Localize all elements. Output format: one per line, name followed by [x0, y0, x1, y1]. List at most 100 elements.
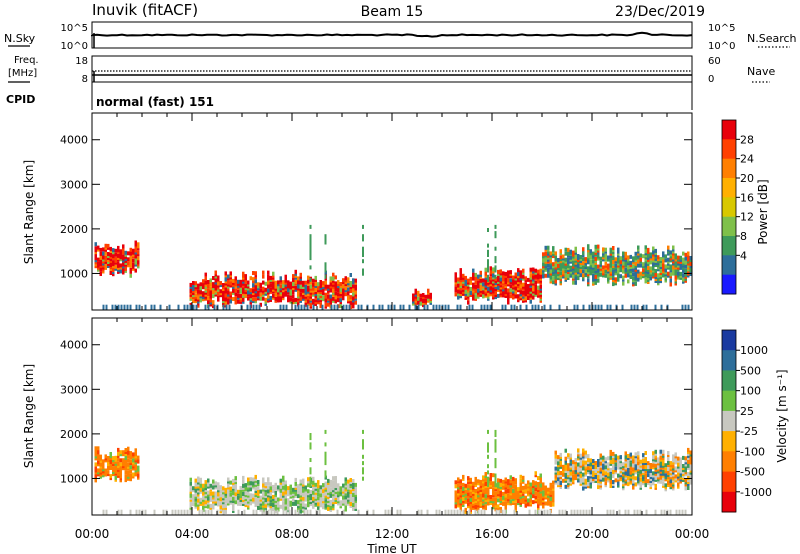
x-tick-label: 04:00: [175, 527, 210, 541]
data-cell: [126, 304, 129, 310]
data-cell: [629, 452, 632, 457]
data-cell: [267, 270, 270, 275]
data-cell: [667, 451, 670, 455]
data-cell: [514, 286, 517, 291]
data-cell: [117, 447, 120, 452]
data-cell: [537, 482, 540, 486]
colorbar-swatch: [722, 274, 736, 295]
data-cell: [479, 479, 482, 484]
data-cell: [307, 483, 310, 488]
data-cell: [543, 509, 546, 515]
data-cell: [669, 278, 672, 283]
data-cell: [522, 296, 525, 301]
data-cell: [189, 501, 192, 506]
data-cell: [192, 502, 195, 507]
nave-tick-bottom: 0: [708, 74, 714, 85]
data-cell: [339, 282, 342, 286]
data-cell: [332, 272, 335, 277]
data-cell: [482, 294, 485, 299]
data-cell: [570, 509, 573, 515]
data-cell: [629, 462, 632, 467]
data-cell: [546, 509, 549, 515]
data-cell: [574, 252, 577, 257]
data-cell: [467, 480, 470, 485]
data-cell: [327, 294, 330, 299]
data-cell: [687, 251, 690, 256]
data-cell: [303, 304, 306, 310]
data-cell: [207, 288, 210, 293]
data-cell: [138, 509, 141, 515]
data-cell: [204, 304, 207, 310]
colorbar-frame: [721, 119, 737, 295]
data-cell: [272, 271, 275, 276]
data-cell: [262, 280, 265, 285]
data-cell: [532, 490, 535, 495]
data-cell: [483, 304, 486, 310]
data-cell: [687, 304, 690, 310]
data-cell: [212, 282, 215, 287]
data-cell: [469, 509, 472, 514]
data-cell: [282, 475, 285, 480]
data-cell: [537, 509, 540, 515]
data-cell: [494, 461, 497, 466]
data-cell: [604, 253, 607, 258]
data-cell: [357, 509, 360, 515]
data-cell: [577, 462, 580, 467]
data-cell: [450, 509, 453, 515]
data-cell: [618, 509, 621, 515]
data-cell: [649, 266, 652, 271]
data-cell: [502, 479, 505, 484]
data-cell: [457, 477, 460, 482]
data-cell: [677, 255, 680, 260]
data-cell: [604, 247, 607, 252]
data-cell: [509, 294, 512, 299]
colorbar-swatch: [722, 197, 736, 218]
data-cell: [647, 262, 650, 266]
data-cell: [297, 484, 300, 489]
data-cell: [212, 300, 215, 305]
data-cell: [339, 288, 342, 292]
data-cell: [262, 274, 265, 279]
data-cell: [339, 500, 342, 505]
data-cell: [507, 294, 510, 299]
data-cell: [272, 499, 275, 503]
data-cell: [487, 249, 489, 254]
data-cell: [689, 256, 692, 260]
data-cell: [168, 304, 171, 310]
data-cell: [562, 464, 565, 469]
data-cell: [104, 468, 107, 473]
power-heatmap: [94, 224, 692, 310]
data-cell: [362, 442, 364, 447]
colorbar-swatch: [722, 350, 736, 371]
data-cell: [622, 251, 625, 256]
data-cell: [547, 267, 550, 272]
data-cell: [462, 482, 465, 487]
data-cell: [554, 279, 557, 284]
data-cell: [199, 477, 202, 482]
data-cell: [294, 509, 297, 515]
data-cell: [129, 255, 132, 260]
data-cell: [438, 304, 441, 310]
data-cell: [262, 270, 265, 275]
data-cell: [534, 268, 537, 273]
data-cell: [180, 509, 183, 515]
colorbar-tick-label: 24: [740, 153, 754, 166]
data-cell: [207, 478, 210, 483]
data-cell: [135, 509, 138, 515]
data-cell: [674, 275, 677, 280]
data-cell: [234, 298, 237, 303]
data-cell: [309, 224, 312, 229]
data-cell: [585, 509, 588, 515]
data-cell: [99, 272, 102, 276]
data-cell: [242, 271, 245, 276]
data-cell: [120, 304, 123, 310]
data-cell: [512, 489, 515, 493]
data-cell: [472, 268, 475, 273]
data-cell: [522, 475, 525, 480]
data-cell: [234, 276, 237, 281]
data-cell: [217, 482, 220, 487]
data-cell: [624, 471, 627, 476]
data-cell: [522, 485, 525, 490]
data-cell: [604, 465, 607, 470]
data-cell: [314, 288, 317, 292]
